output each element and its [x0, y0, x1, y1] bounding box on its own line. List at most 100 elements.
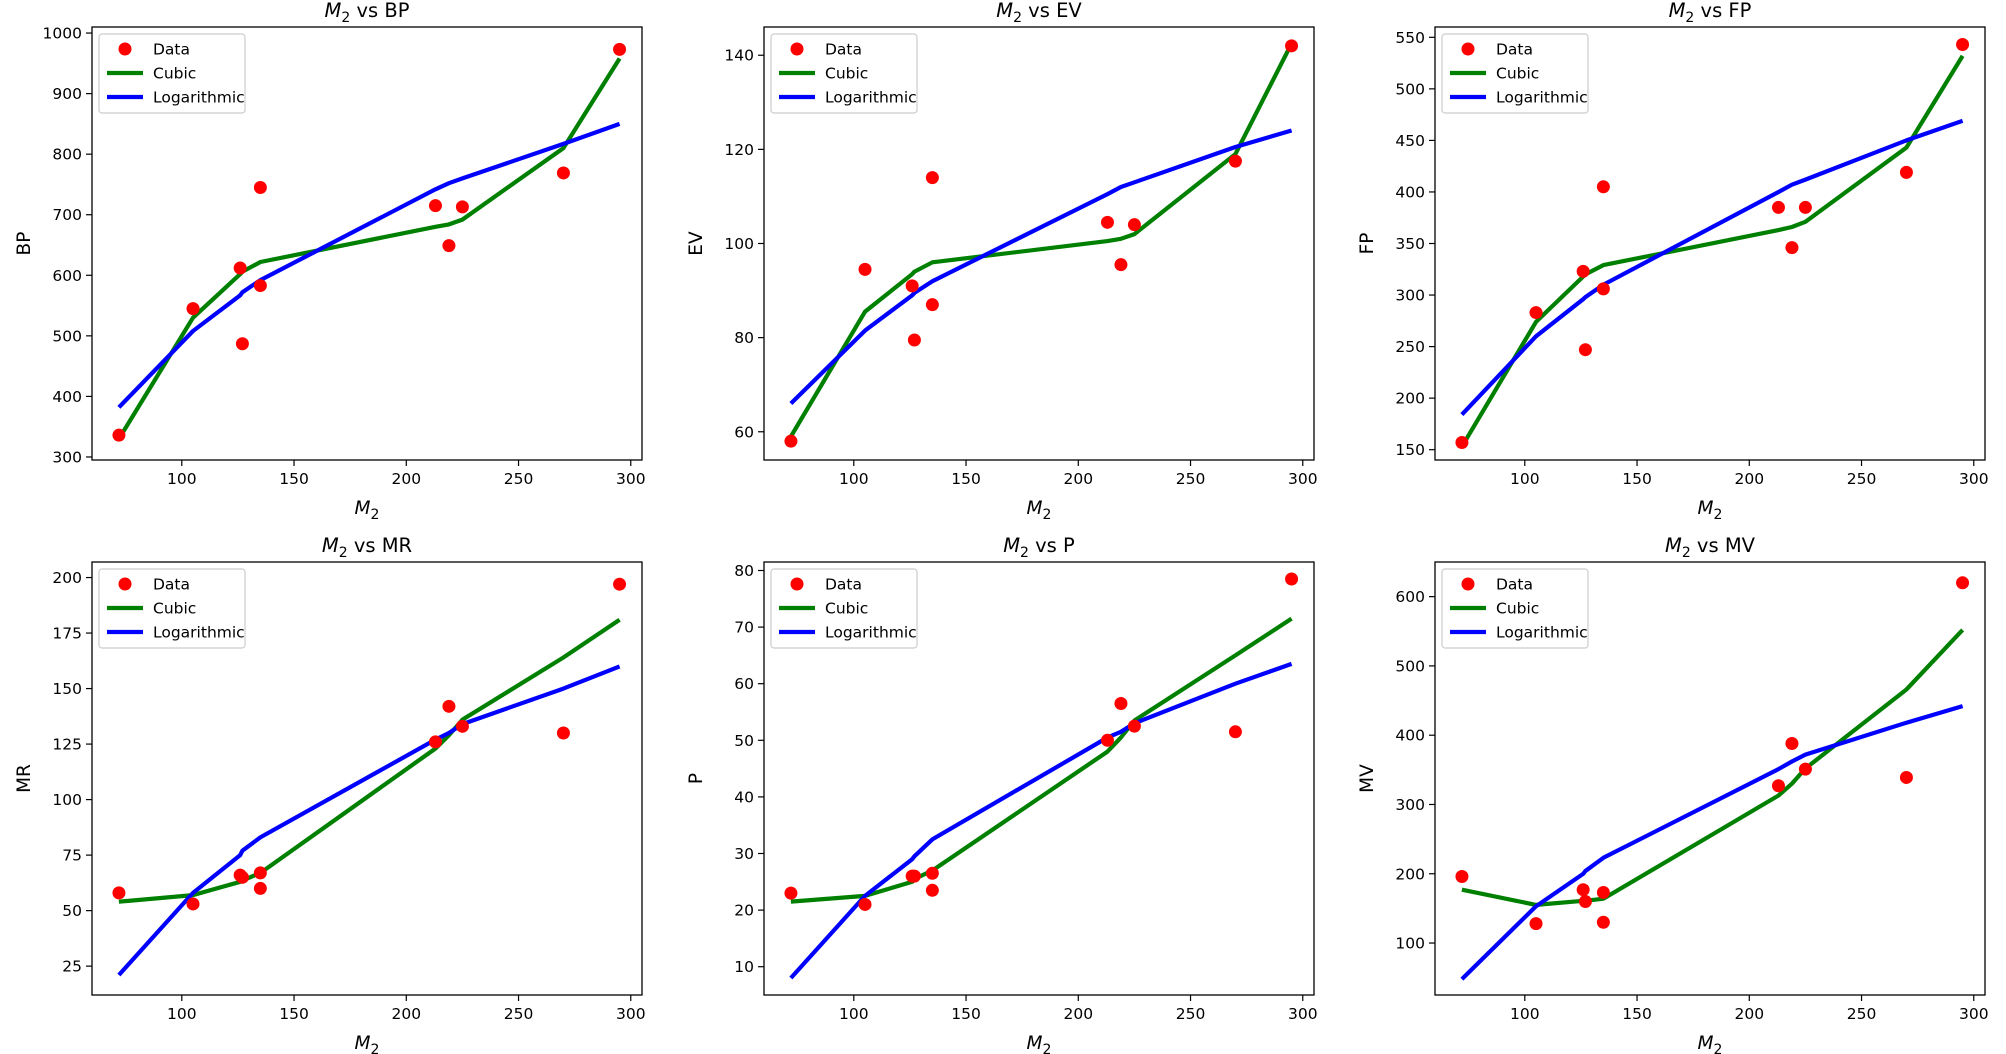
x-tick-label: 250: [1847, 1005, 1877, 1023]
legend-label: Logarithmic: [153, 89, 245, 107]
x-axis-label-subscript: 2: [371, 507, 380, 523]
y-tick-label: 60: [734, 675, 754, 693]
x-tick-label: 200: [391, 470, 421, 488]
data-point: [1596, 915, 1610, 929]
x-tick-label: 250: [1847, 470, 1877, 488]
data-point: [1578, 343, 1592, 357]
x-tick-label: 300: [1959, 1005, 1989, 1023]
data-point: [1127, 218, 1141, 232]
data-point: [925, 298, 939, 312]
x-axis-label-subscript: 2: [1714, 1042, 1723, 1054]
x-tick-label: 300: [1288, 470, 1318, 488]
legend-label: Logarithmic: [825, 624, 917, 642]
x-axis-label-symbol: M: [1027, 498, 1043, 519]
chart-title-rest: vs MR: [348, 534, 412, 557]
legend: Data Cubic Logarithmic: [1441, 33, 1589, 114]
chart-title-rest: vs FP: [1694, 0, 1751, 22]
legend-label: Logarithmic: [1496, 624, 1588, 642]
plot-area: [1455, 576, 1970, 981]
data-point: [253, 866, 267, 880]
y-tick-label: 100: [1395, 935, 1425, 953]
chart-title-subscript: 2: [1682, 545, 1691, 561]
x-axis-label-subscript: 2: [1043, 1042, 1052, 1054]
legend-marker-data: [1461, 42, 1475, 56]
data-point: [905, 279, 919, 293]
y-tick-label: 25: [62, 958, 82, 976]
data-point: [925, 866, 939, 880]
data-point: [1771, 200, 1785, 214]
data-point: [442, 699, 456, 713]
data-point: [1956, 576, 1970, 590]
axes-frame: [91, 561, 643, 996]
y-tick-label: 350: [1395, 235, 1425, 253]
chart-title-subscript: 2: [1020, 545, 1029, 561]
data-point: [1956, 38, 1970, 52]
legend-box: [98, 568, 246, 649]
legend-label: Cubic: [1496, 600, 1539, 618]
y-tick-label: 900: [52, 85, 82, 103]
data-point: [613, 42, 627, 56]
y-tick-label: 300: [52, 448, 82, 466]
legend-box: [1441, 33, 1589, 114]
y-tick-label: 125: [52, 736, 82, 754]
plot-area: [112, 577, 627, 977]
x-tick-label: 200: [1734, 1005, 1764, 1023]
chart-title-subscript: 2: [339, 545, 348, 561]
data-point: [858, 262, 872, 276]
x-tick-label: 200: [1063, 470, 1093, 488]
legend-box: [770, 33, 918, 114]
y-tick-label: 400: [1395, 727, 1425, 745]
x-tick-label: 100: [167, 1005, 197, 1023]
chart-title: M2 vs BP: [325, 0, 410, 26]
series-line-cubic: [118, 617, 621, 904]
legend-marker-data: [790, 577, 804, 591]
series-line-cubic: [789, 42, 1294, 438]
data-point: [1576, 264, 1590, 278]
plot-area: [784, 572, 1299, 980]
data-point: [186, 302, 200, 316]
y-tick-label: 20: [734, 902, 754, 920]
data-point: [235, 337, 249, 351]
data-point: [1798, 762, 1812, 776]
data-point: [428, 199, 442, 213]
legend-marker-data: [790, 42, 804, 56]
data-point: [907, 869, 921, 883]
series-line-logarithmic: [1460, 118, 1964, 417]
axes-frame: [763, 561, 1315, 996]
legend-box: [1441, 568, 1589, 649]
x-axis-label-subscript: 2: [371, 1042, 380, 1054]
series-line-cubic: [790, 616, 1293, 904]
y-tick-label: 500: [1395, 80, 1425, 98]
data-point: [253, 180, 267, 194]
data-point: [455, 719, 469, 733]
legend-label: Logarithmic: [825, 89, 917, 107]
data-point: [1228, 154, 1242, 168]
x-tick-label: 100: [839, 470, 869, 488]
x-axis-label: M2: [1698, 1033, 1723, 1054]
y-tick-label: 150: [52, 680, 82, 698]
data-point: [455, 200, 469, 214]
data-point: [1785, 737, 1799, 751]
legend-label: Data: [153, 576, 190, 594]
data-point: [925, 883, 939, 897]
legend-label: Cubic: [825, 600, 868, 618]
data-point: [233, 261, 247, 275]
y-tick-label: 200: [1395, 865, 1425, 883]
data-point: [1578, 894, 1592, 908]
data-point: [613, 577, 627, 591]
data-point: [1455, 870, 1469, 884]
data-point: [1529, 917, 1543, 931]
data-point: [112, 428, 126, 442]
y-tick-label: 500: [1395, 657, 1425, 675]
x-tick-label: 100: [1510, 1005, 1540, 1023]
x-tick-label: 150: [951, 1005, 981, 1023]
axes-frame: [91, 26, 643, 461]
y-tick-label: 10: [734, 958, 754, 976]
plot-area: [112, 42, 627, 442]
y-tick-label: 800: [52, 146, 82, 164]
y-tick-label: 200: [1395, 390, 1425, 408]
data-point: [253, 279, 267, 293]
chart-title: M2 vs MV: [1665, 534, 1756, 561]
